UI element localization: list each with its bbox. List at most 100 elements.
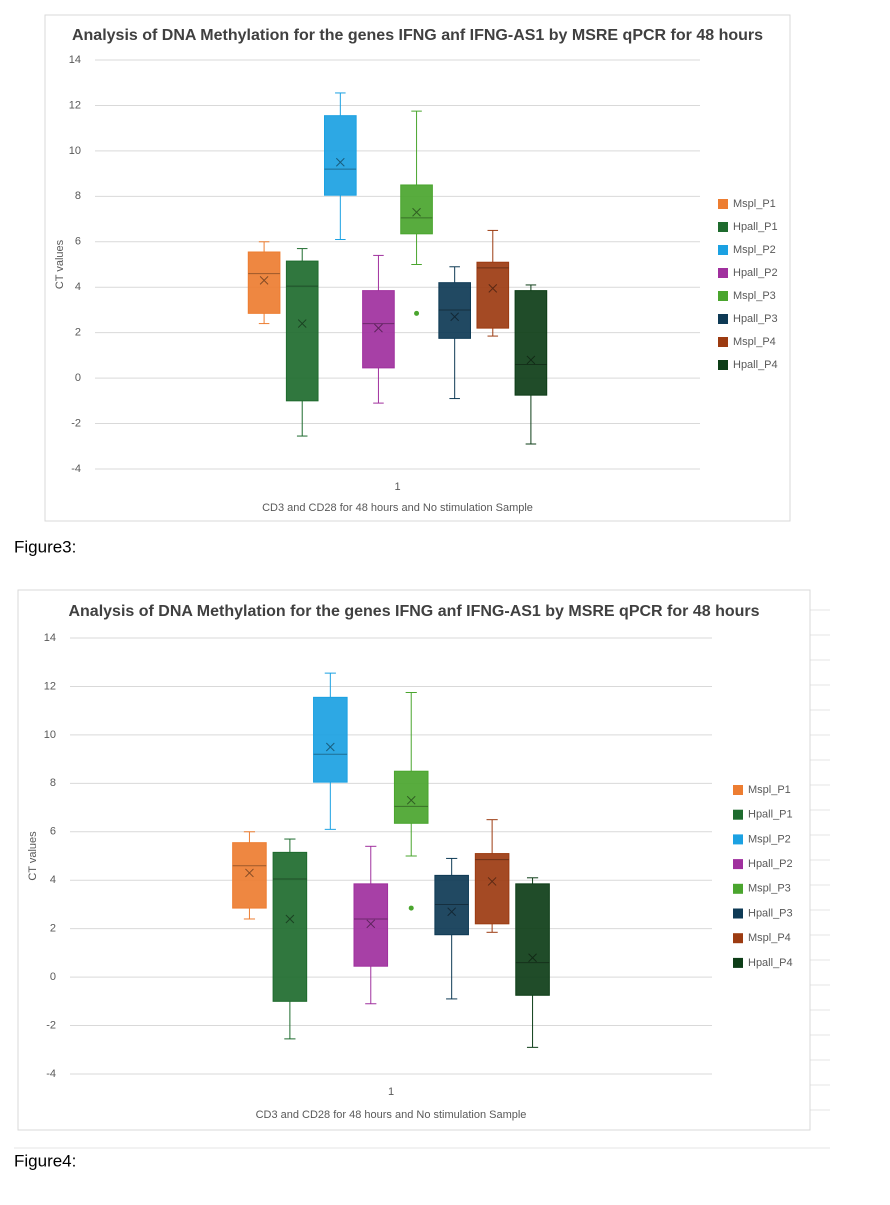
legend-label: Hpall_P3 bbox=[733, 313, 778, 325]
legend-label: Hpall_P1 bbox=[733, 221, 778, 233]
mean-marker bbox=[366, 919, 376, 929]
box bbox=[476, 261, 510, 329]
mean-marker bbox=[450, 312, 460, 322]
box bbox=[514, 290, 548, 396]
legend-swatch bbox=[718, 268, 728, 278]
y-tick-label: 12 bbox=[44, 680, 56, 692]
figure-caption: Figure3: bbox=[14, 537, 76, 556]
chart-title: Analysis of DNA Methylation for the gene… bbox=[68, 603, 759, 620]
y-tick-label: -2 bbox=[71, 417, 81, 429]
legend-swatch bbox=[718, 245, 728, 255]
x-axis-label: CD3 and CD28 for 48 hours and No stimula… bbox=[256, 1109, 527, 1121]
legend-swatch bbox=[718, 337, 728, 347]
box bbox=[247, 251, 281, 314]
chart-frame bbox=[44, 14, 791, 522]
legend-swatch bbox=[733, 859, 743, 870]
mean-marker bbox=[488, 284, 498, 293]
box bbox=[474, 853, 510, 925]
y-tick-label: 8 bbox=[75, 190, 81, 202]
y-tick-label: 4 bbox=[50, 874, 56, 886]
sheet-cells bbox=[14, 609, 830, 1149]
legend-swatch bbox=[733, 908, 743, 919]
box bbox=[434, 874, 469, 936]
legend-swatch bbox=[733, 785, 743, 795]
box bbox=[313, 696, 348, 783]
box bbox=[272, 851, 308, 1002]
legend-label: Hpall_P4 bbox=[733, 359, 778, 371]
box bbox=[285, 260, 319, 402]
box bbox=[515, 883, 550, 996]
y-tick-label: -2 bbox=[46, 1019, 56, 1031]
y-tick-label: 10 bbox=[44, 729, 56, 741]
y-tick-label: 12 bbox=[69, 99, 81, 111]
y-tick-label: 6 bbox=[50, 826, 56, 838]
legend-label: Hpall_P4 bbox=[748, 957, 793, 969]
outlier bbox=[414, 310, 420, 316]
mean-marker bbox=[325, 742, 335, 752]
chart: Analysis of DNA Methylation for the gene… bbox=[14, 589, 811, 1170]
mean-marker bbox=[447, 907, 457, 917]
legend-label: Mspl_P1 bbox=[733, 198, 776, 210]
mean-marker bbox=[335, 157, 345, 167]
mean-marker bbox=[528, 953, 537, 963]
y-tick-label: 6 bbox=[75, 236, 81, 248]
y-tick-label: 10 bbox=[69, 145, 81, 157]
legend-label: Hpall_P1 bbox=[748, 809, 793, 821]
legend-swatch bbox=[718, 291, 728, 301]
legend-swatch bbox=[718, 199, 728, 209]
legend-label: Mspl_P3 bbox=[748, 883, 791, 895]
legend-swatch bbox=[718, 222, 728, 232]
y-tick-label: 2 bbox=[50, 923, 56, 935]
legend-label: Mspl_P3 bbox=[733, 290, 776, 302]
box bbox=[353, 883, 389, 967]
mean-marker bbox=[259, 276, 269, 285]
y-tick-label: 2 bbox=[75, 327, 81, 339]
y-tick-label: 14 bbox=[69, 54, 81, 66]
y-axis-label: CT values bbox=[54, 239, 66, 289]
mean-marker bbox=[245, 868, 254, 878]
figure-caption: Figure4: bbox=[14, 1151, 76, 1170]
box bbox=[362, 290, 395, 369]
legend-swatch bbox=[733, 933, 743, 944]
y-tick-label: -4 bbox=[71, 463, 81, 475]
legend-swatch bbox=[718, 360, 728, 370]
mean-marker bbox=[406, 795, 416, 805]
mean-marker bbox=[412, 207, 421, 217]
mean-marker bbox=[297, 319, 307, 328]
legend-swatch bbox=[733, 957, 743, 968]
mean-marker bbox=[374, 323, 383, 333]
legend-label: Mspl_P1 bbox=[748, 784, 791, 796]
outlier bbox=[408, 905, 414, 911]
legend-label: Mspl_P4 bbox=[733, 336, 776, 348]
legend-swatch bbox=[733, 834, 743, 845]
chart-title: Analysis of DNA Methylation for the gene… bbox=[72, 27, 763, 44]
box bbox=[324, 115, 357, 196]
mean-marker bbox=[487, 877, 497, 886]
legend-label: Mspl_P4 bbox=[748, 932, 791, 944]
y-tick-label: 14 bbox=[44, 632, 56, 644]
y-axis-label: CT values bbox=[27, 831, 39, 881]
legend-swatch bbox=[733, 883, 743, 894]
x-tick-label: 1 bbox=[394, 481, 400, 493]
mean-marker bbox=[285, 914, 295, 924]
box bbox=[393, 770, 429, 824]
box bbox=[232, 842, 267, 909]
y-tick-label: -4 bbox=[46, 1068, 56, 1080]
legend-label: Mspl_P2 bbox=[748, 833, 791, 845]
legend-swatch bbox=[733, 809, 743, 820]
mean-marker bbox=[526, 355, 536, 365]
y-tick-label: 4 bbox=[75, 281, 81, 293]
legend-label: Hpall_P3 bbox=[748, 907, 793, 919]
chart: Analysis of DNA Methylation for the gene… bbox=[14, 14, 791, 556]
x-axis-label: CD3 and CD28 for 48 hours and No stimula… bbox=[262, 502, 533, 514]
legend-label: Hpall_P2 bbox=[748, 858, 793, 870]
legend-label: Mspl_P2 bbox=[733, 244, 776, 256]
x-tick-label: 1 bbox=[388, 1086, 394, 1098]
y-tick-label: 8 bbox=[50, 777, 56, 789]
box bbox=[400, 184, 433, 235]
box bbox=[438, 282, 471, 339]
y-tick-label: 0 bbox=[75, 372, 81, 384]
y-tick-label: 0 bbox=[50, 971, 56, 983]
legend-swatch bbox=[718, 314, 728, 324]
